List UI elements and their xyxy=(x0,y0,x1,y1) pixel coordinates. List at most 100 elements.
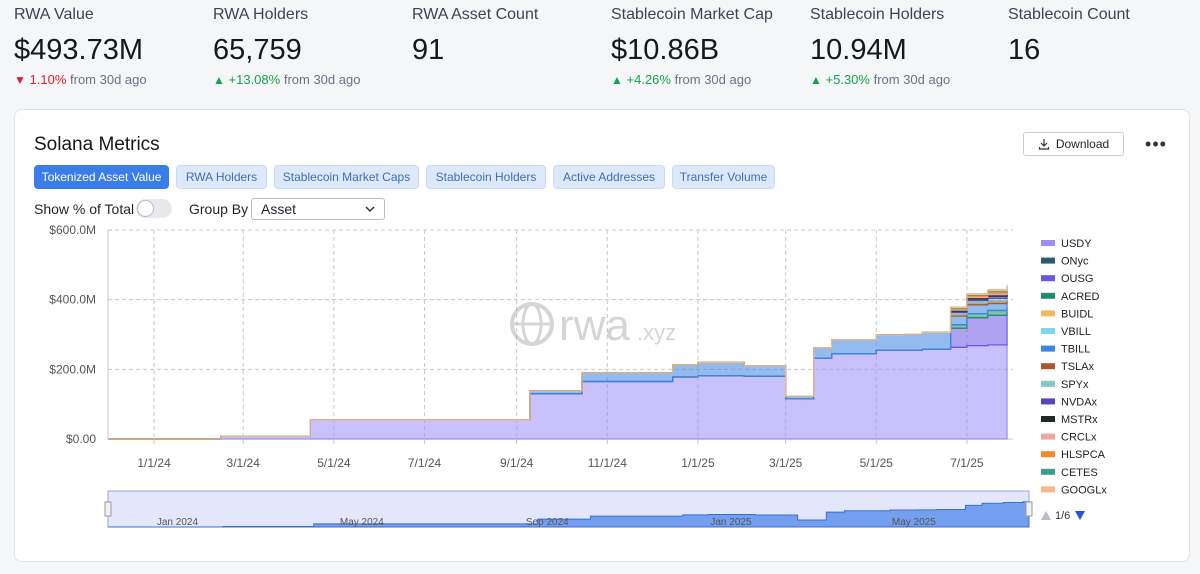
navigator-series xyxy=(108,501,1030,528)
legend-swatch xyxy=(1041,240,1055,246)
download-label: Download xyxy=(1055,137,1110,151)
legend-item-googlx: GOOGLx xyxy=(1061,484,1107,496)
stat-value: 16 xyxy=(1008,34,1041,66)
legend-item-spyx: SPYx xyxy=(1061,379,1089,391)
triangle-up-icon: ▲ xyxy=(213,73,225,87)
x-tick-label: 3/1/24 xyxy=(227,456,261,470)
range-navigator[interactable]: Jan 2024 May 2024 Sep 2024 Jan 2025 May 2025 xyxy=(104,490,1033,528)
legend-swatch xyxy=(1041,451,1055,458)
legend-item-mstrx: MSTRx xyxy=(1061,414,1098,426)
legend-item-tbill: TBILL xyxy=(1061,344,1090,356)
legend-swatch xyxy=(1041,363,1055,370)
group-by-value: Asset xyxy=(261,201,297,217)
card-title: Solana Metrics xyxy=(34,134,160,155)
stat-value: $10.86B xyxy=(611,34,720,66)
legend-swatch xyxy=(1041,310,1055,317)
tab-tokenized-asset-value[interactable]: Tokenized Asset Value xyxy=(34,165,169,189)
legend-item-tslax: TSLAx xyxy=(1061,361,1095,373)
legend-next-icon[interactable] xyxy=(1075,511,1085,520)
rwa-watermark: rwa .xyz xyxy=(510,301,676,350)
chart-axes: $600.0M $400.0M $200.0M $0.00 1/1/24 3/1/24 5/… xyxy=(49,223,984,470)
legend-swatch xyxy=(1041,398,1055,405)
tab-stablecoin-market-caps[interactable]: Stablecoin Market Caps xyxy=(274,165,419,189)
stat-change-pct: 1.10% xyxy=(29,72,67,87)
legend-swatch xyxy=(1041,416,1055,422)
legend-swatch xyxy=(1041,275,1055,282)
stat-change: ▲ +13.08% from 30d ago xyxy=(213,72,413,88)
download-button[interactable]: Download xyxy=(1023,132,1124,156)
navigator-label: May 2024 xyxy=(340,517,384,528)
x-tick-label: 7/1/25 xyxy=(950,456,984,470)
legend-page-label: 1/6 xyxy=(1055,510,1070,522)
legend-prev-icon[interactable] xyxy=(1041,511,1051,520)
stat-label: Stablecoin Holders xyxy=(810,6,945,23)
stat-value: 65,759 xyxy=(213,34,302,66)
x-tick-label: 5/1/25 xyxy=(860,456,894,470)
more-options-button[interactable]: ••• xyxy=(1141,132,1171,156)
legend-item-crclx: CRCLx xyxy=(1061,432,1097,444)
group-by-label: Group By xyxy=(189,201,249,217)
legend-item-nvdax: NVDAx xyxy=(1061,396,1098,408)
navigator-label: May 2025 xyxy=(892,517,936,528)
group-by-select[interactable]: Asset xyxy=(251,198,385,220)
legend-pager: 1/6 xyxy=(1041,510,1085,522)
legend-item-buidl: BUIDL xyxy=(1061,308,1093,320)
show-pct-toggle[interactable] xyxy=(136,199,172,218)
x-tick-label: 3/1/25 xyxy=(769,456,803,470)
stat-change-suffix: from 30d ago xyxy=(283,72,361,87)
chart-areas xyxy=(108,284,1008,440)
x-tick-label: 11/1/24 xyxy=(588,456,627,470)
chevron-down-icon xyxy=(365,206,375,213)
stat-label: RWA Asset Count xyxy=(412,6,539,23)
more-icon: ••• xyxy=(1145,133,1167,154)
navigator-left-handle xyxy=(104,501,112,517)
stat-value: 91 xyxy=(412,34,445,66)
legend-swatch xyxy=(1041,292,1055,299)
toggle-knob xyxy=(137,200,154,217)
x-tick-label: 7/1/24 xyxy=(408,456,442,470)
x-tick-label: 9/1/24 xyxy=(500,456,534,470)
stat-stablecoin-count: Stablecoin Count 16 xyxy=(1008,6,1200,66)
tab-active-addresses[interactable]: Active Addresses xyxy=(553,165,665,189)
x-tick-label: 1/1/24 xyxy=(137,456,171,470)
legend-swatch xyxy=(1041,486,1055,493)
navigator-label: Jan 2025 xyxy=(710,517,752,528)
stat-change: ▲ +5.30% from 30d ago xyxy=(810,72,1010,88)
tab-stablecoin-holders[interactable]: Stablecoin Holders xyxy=(426,165,546,189)
y-tick-label: $0.00 xyxy=(66,432,96,446)
tab-transfer-volume[interactable]: Transfer Volume xyxy=(672,165,775,189)
legend-swatch xyxy=(1041,345,1055,352)
tokenized-asset-value-chart: rwa .xyz $600.0M $400.0M $200.0M $0.00 1/1/2… xyxy=(49,223,1107,528)
navigator-label: Jan 2024 xyxy=(157,517,199,528)
download-icon xyxy=(1038,139,1049,150)
navigator-right-handle xyxy=(1025,501,1033,517)
legend-item-ousg: OUSG xyxy=(1061,273,1093,285)
stat-change-pct: +13.08% xyxy=(228,72,281,87)
stats-bar: RWA Value $493.73M ▼ 1.10% from 30d ago … xyxy=(0,0,1200,100)
stat-change-suffix: from 30d ago xyxy=(873,72,951,87)
show-pct-label: Show % of Total xyxy=(34,201,135,217)
stat-stablecoin-holders: Stablecoin Holders 10.94M ▲ +5.30% from … xyxy=(810,6,1010,88)
stat-value: 10.94M xyxy=(810,34,907,66)
stat-rwa-holders: RWA Holders 65,759 ▲ +13.08% from 30d ag… xyxy=(213,6,413,88)
stat-label: RWA Holders xyxy=(213,6,309,23)
stat-change-pct: +4.26% xyxy=(626,72,671,87)
area-googlx xyxy=(108,284,1008,440)
triangle-up-icon: ▲ xyxy=(611,73,623,87)
triangle-up-icon: ▲ xyxy=(810,73,822,87)
chart-legend: USDY ONyc OUSG ACRED BUIDL VBILL TBILL TSLAx SPY… xyxy=(1041,238,1107,496)
stat-value: $493.73M xyxy=(14,34,143,66)
y-tick-label: $200.0M xyxy=(49,362,96,376)
stat-label: RWA Value xyxy=(14,6,94,23)
legend-swatch xyxy=(1041,380,1055,387)
stat-rwa-value: RWA Value $493.73M ▼ 1.10% from 30d ago xyxy=(14,6,214,88)
legend-item-acred: ACRED xyxy=(1061,291,1100,303)
stat-change-pct: +5.30% xyxy=(825,72,870,87)
triangle-down-icon: ▼ xyxy=(14,73,26,87)
legend-item-usdy: USDY xyxy=(1061,238,1092,250)
watermark-suffix: .xyz xyxy=(637,320,676,345)
stat-change: ▲ +4.26% from 30d ago xyxy=(611,72,811,88)
stat-stablecoin-market-cap: Stablecoin Market Cap $10.86B ▲ +4.26% f… xyxy=(611,6,811,88)
stat-change-suffix: from 30d ago xyxy=(70,72,147,87)
tab-rwa-holders[interactable]: RWA Holders xyxy=(176,165,267,189)
